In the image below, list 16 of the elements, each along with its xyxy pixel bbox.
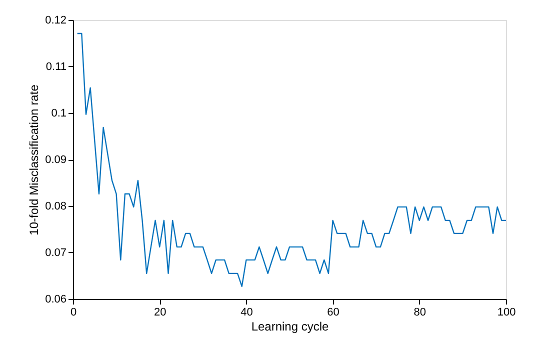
x-tick-label: 20 (154, 306, 166, 318)
y-tick-label: 0.09 (45, 154, 66, 166)
x-tick-label: 60 (327, 306, 340, 318)
x-tick-label: 100 (497, 306, 516, 318)
y-tick-label: 0.11 (46, 61, 66, 73)
y-tick-label: 0.06 (45, 294, 66, 306)
y-axis-title: 10-fold Misclassification rate (27, 84, 42, 236)
y-tick-label: 0.1 (51, 108, 66, 120)
x-tick-label: 0 (70, 306, 77, 318)
line-series (76, 32, 507, 288)
y-tick-label: 0.12 (45, 14, 66, 26)
x-tick-label: 80 (414, 306, 426, 318)
y-tick-label: 0.08 (45, 200, 66, 212)
x-axis-title: Learning cycle (251, 320, 330, 334)
y-tick-label: 0.07 (45, 247, 66, 259)
x-tick-label: 40 (240, 306, 253, 318)
